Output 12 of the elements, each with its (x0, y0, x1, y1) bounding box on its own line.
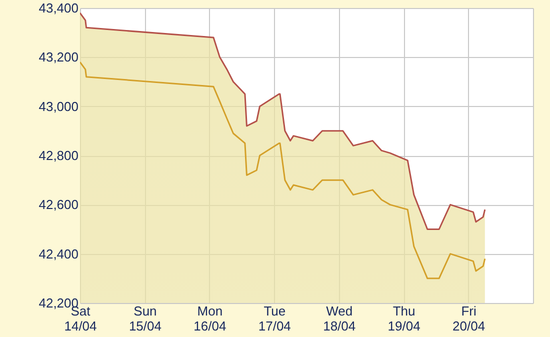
y-tick-label: 43,000 (38, 98, 78, 114)
x-tick-label: Wed 18/04 (323, 304, 356, 334)
x-tick-label: Sun 15/04 (128, 304, 162, 334)
y-tick-label: 43,400 (38, 0, 78, 16)
x-tick-label: Mon 16/04 (194, 304, 226, 334)
x-tick-label: Tue 17/04 (258, 304, 291, 334)
y-tick-label: 43,200 (38, 50, 78, 65)
y-tick-label: 42,800 (38, 148, 78, 163)
x-tick-label: Thu 19/04 (388, 304, 420, 334)
y-tick-label: 42,400 (38, 246, 78, 262)
x-tick-label: Fri 20/04 (452, 304, 486, 334)
y-tick-label: 42,600 (38, 197, 78, 212)
